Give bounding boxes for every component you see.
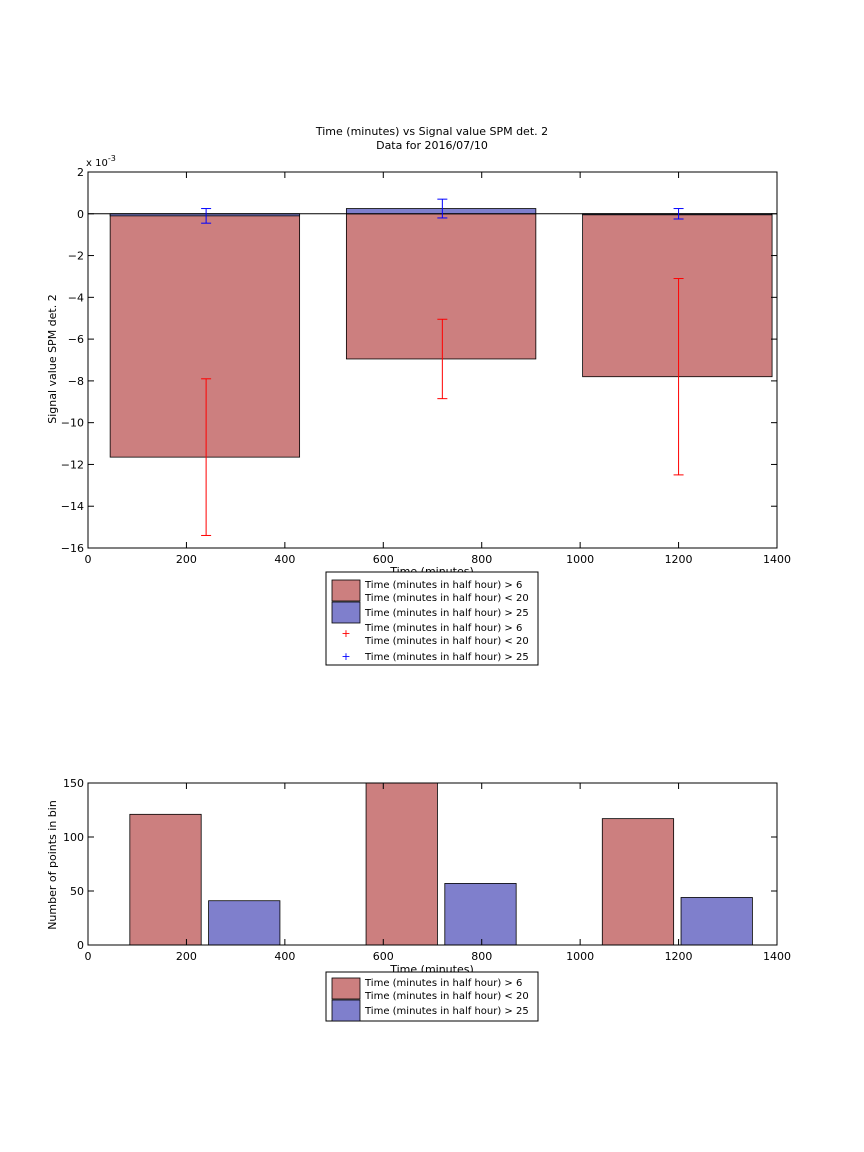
plot-area-frame [87, 171, 778, 549]
legend-swatch-blue-bar [331, 601, 361, 624]
y-tick-label: −2 [68, 250, 84, 263]
legend-swatch-red-bar [331, 977, 361, 1000]
y-axis-ticks: −16 −14 −12 −10 −8 −6 −4 −2 0 2 [61, 166, 777, 555]
x-tick-label: 0 [85, 553, 92, 566]
x-tick-label: 1200 [665, 950, 693, 963]
y-tick-label: 2 [77, 166, 84, 179]
legend-box [325, 571, 539, 666]
errorbar-series1-2 [437, 318, 448, 400]
y-tick-label: 100 [63, 831, 84, 844]
y-axis-label: Signal value SPM det. 2 [46, 294, 59, 424]
legend-label-blue-bar: Time (minutes in half hour) > 25 [364, 608, 529, 619]
count-chart: 0 200 400 600 800 1000 1200 1400 0 50 100 150 Time… [46, 777, 791, 1022]
x-tick-label: 800 [471, 553, 492, 566]
bar-series1-2 [365, 782, 438, 946]
x-tick-label: 800 [471, 950, 492, 963]
x-tick-label: 600 [373, 553, 394, 566]
chart-title: Time (minutes) vs Signal value SPM det. … [315, 125, 548, 138]
y-tick-label: −12 [61, 458, 84, 471]
x-axis-ticks: 0 200 400 600 800 1000 1200 1400 [85, 783, 791, 963]
legend-label-red-err-line1: Time (minutes in half hour) > 6 [364, 623, 522, 634]
errorbar-series2-2 [437, 198, 448, 219]
y-exponent-label: x 10-3 [86, 154, 116, 169]
x-tick-label: 1400 [763, 553, 791, 566]
y-tick-label: −14 [61, 500, 84, 513]
errorbar-series2-1 [201, 208, 212, 224]
y-tick-label: −16 [61, 542, 84, 555]
y-tick-label: 0 [77, 208, 84, 221]
legend-label-blue-err: Time (minutes in half hour) > 25 [364, 652, 529, 663]
bar-series1-3 [601, 818, 675, 946]
legend-swatch-red-bar [331, 579, 361, 602]
signal-chart: Time (minutes) vs Signal value SPM det. … [46, 125, 791, 666]
errorbar-series1-3 [673, 278, 684, 476]
bar-series1-2 [345, 213, 537, 360]
legend-swatch-blue-bar [331, 999, 361, 1022]
y-tick-label: 0 [77, 939, 84, 952]
legend-box [325, 971, 539, 1022]
y-tick-label: −10 [61, 417, 84, 430]
legend-marker-red-plus: + [341, 627, 350, 640]
legend-label-red-bar-line2: Time (minutes in half hour) < 20 [364, 991, 529, 1002]
y-tick-label: −8 [68, 375, 84, 388]
errorbar-series1-1 [201, 378, 212, 536]
y-tick-label: −6 [68, 333, 84, 346]
x-tick-label: 400 [274, 950, 295, 963]
y-axis-ticks: 0 50 100 150 [63, 777, 777, 952]
legend-marker-blue-plus: + [341, 650, 350, 663]
x-tick-label: 200 [176, 553, 197, 566]
x-tick-label: 1400 [763, 950, 791, 963]
errorbar-series2-3 [673, 208, 684, 220]
legend-label-red-bar-line1: Time (minutes in half hour) > 6 [364, 978, 522, 989]
x-tick-label: 1000 [566, 553, 594, 566]
x-tick-label: 400 [274, 553, 295, 566]
plot-area-frame [87, 782, 778, 946]
errorbar-layer [201, 198, 684, 536]
x-tick-label: 1200 [665, 553, 693, 566]
legend: Time (minutes in half hour) > 6 Time (mi… [325, 571, 539, 666]
bar-series2-2 [444, 883, 517, 946]
bar-layer [109, 208, 773, 458]
x-tick-label: 1000 [566, 950, 594, 963]
bar-series1-1 [109, 213, 301, 458]
bar-series2-1 [208, 900, 281, 946]
bar-series1-3 [582, 213, 773, 378]
legend: Time (minutes in half hour) > 6 Time (mi… [325, 971, 539, 1022]
x-tick-label: 200 [176, 950, 197, 963]
bar-series2-2 [345, 208, 537, 215]
y-tick-label: −4 [68, 291, 84, 304]
x-tick-label: 600 [373, 950, 394, 963]
x-axis-ticks: 0 200 400 600 800 1000 1200 1400 [85, 172, 791, 566]
bar-layer [129, 782, 753, 946]
y-tick-label: 50 [70, 885, 84, 898]
legend-label-red-err-line2: Time (minutes in half hour) < 20 [364, 636, 529, 647]
legend-label-red-bar-line1: Time (minutes in half hour) > 6 [364, 580, 522, 591]
bar-series2-3 [680, 897, 753, 946]
legend-label-blue-bar: Time (minutes in half hour) > 25 [364, 1006, 529, 1017]
legend-label-red-bar-line2: Time (minutes in half hour) < 20 [364, 593, 529, 604]
bar-series1-1 [129, 813, 202, 946]
x-tick-label: 0 [85, 950, 92, 963]
y-tick-label: 150 [63, 777, 84, 790]
chart-subtitle: Data for 2016/07/10 [376, 139, 488, 152]
y-axis-label: Number of points in bin [46, 800, 59, 930]
